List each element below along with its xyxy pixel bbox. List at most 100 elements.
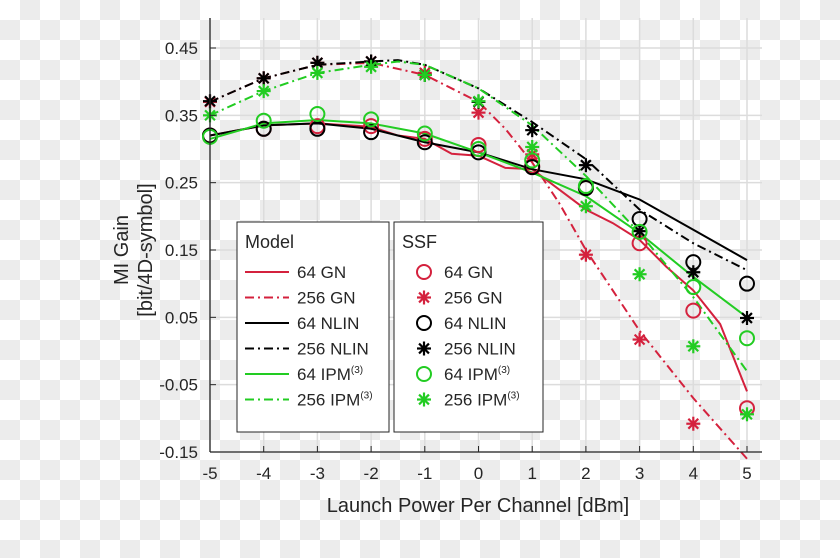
x-tick-label: 1 [527,464,536,483]
legend-label: 64 IPM(3) [444,365,510,384]
x-tick-label: 0 [474,464,483,483]
point-64-ipm [255,112,272,129]
point-64-ipm [631,223,648,240]
legend-label: 256 IPM(3) [297,391,373,410]
point-64-gn [470,136,487,153]
point-64-ipm [470,141,487,157]
legend-label: 64 GN [297,263,346,282]
star-stroke [526,124,538,136]
star-stroke [472,106,485,119]
point-256-gn [578,247,593,262]
star-stroke [311,57,324,69]
star-stroke [741,312,753,324]
point-64-nlin [255,120,272,137]
point-256-nlin [578,158,593,173]
star-stroke [580,248,592,261]
star-stroke [257,85,270,97]
axes: -5 -4 -3 -2 -1 0 1 2 3 4 5 0.45 0.35 0.25 0.15 0.05 -0.0… [159,18,762,483]
point-64-gn [363,118,380,135]
legend-label: 256 IPM(3) [444,391,520,410]
y-tick-label: 0.45 [165,39,198,58]
x-tick-label: 2 [581,464,590,483]
y-axis-label-line1: MI Gain [111,215,133,285]
x-tick-label: -2 [364,464,379,483]
point-64-nlin [739,275,755,292]
y-tick-label: 0.35 [165,106,198,125]
legend-marker-swatch [417,392,431,407]
x-tick-label: -5 [202,464,217,483]
point-256-nlin [686,265,701,280]
legend-marker-swatch [417,290,431,305]
point-256-ipm [578,199,593,214]
legend-marker-swatch [417,341,431,356]
point-256-ipm [364,59,379,74]
legend-box-model [236,221,390,433]
star-stroke [472,95,485,107]
point-64-ipm [363,111,380,128]
legend-marker-swatch [416,366,432,382]
legend-label: 64 IPM(3) [297,365,363,384]
x-tick-label: 5 [742,464,751,483]
point-256-ipm [256,84,271,99]
point-256-gn [686,416,701,431]
star-stroke [419,69,431,81]
line-256-ipm [209,60,748,372]
ssf-markers [202,54,755,431]
x-tick-label: 3 [635,464,644,483]
legend-label: 256 GN [297,289,356,308]
star-stroke [311,67,324,79]
x-tick-label: -1 [417,464,432,483]
star-stroke [257,72,270,85]
legend-label: 64 NLIN [444,314,506,333]
point-64-ipm [416,125,433,142]
legend-title: Model [245,232,294,252]
point-256-ipm [632,267,647,282]
point-256-ipm [525,139,540,154]
y-tick-label: 0.05 [165,308,198,327]
point-64-nlin [524,159,541,176]
point-64-nlin [363,124,380,141]
legend-label: 64 NLIN [297,314,359,333]
y-axis-label-line2: [bit/4D-symbol] [135,183,157,316]
y-tick-label: -0.05 [159,376,198,395]
legend-title: SSF [402,232,437,252]
point-256-nlin [632,224,647,239]
point-64-nlin [416,134,433,151]
legend-marker-swatch [416,264,432,280]
point-256-nlin [525,123,540,138]
legend-label: 256 NLIN [297,340,369,359]
star-stroke [418,393,430,406]
point-256-ipm [471,94,486,109]
point-64-ipm [739,330,755,347]
y-tick-label: 0.25 [165,174,198,193]
legend-label: 256 NLIN [444,340,516,359]
star-stroke [633,333,646,346]
point-256-ipm [740,407,754,422]
star-stroke [526,141,538,153]
x-tick-label: 4 [689,464,698,483]
legend-marker-swatch [416,315,432,331]
point-256-gn [632,332,647,347]
x-tick-label: -3 [310,464,325,483]
star-stroke [741,408,753,421]
point-256-ipm [686,339,701,354]
star-stroke [687,417,700,430]
point-256-ipm [310,65,325,80]
legend-label: 256 GN [444,289,503,308]
star-stroke [687,266,700,278]
point-256-nlin [740,311,754,326]
point-64-ipm [685,279,702,296]
point-64-ipm [577,178,594,195]
x-axis-label: Launch Power Per Channel [dBm] [327,495,629,517]
star-stroke [418,291,430,304]
point-256-ipm [417,67,432,82]
star-stroke [633,225,646,237]
y-tick-label: -0.15 [159,443,198,462]
point-256-nlin [256,71,271,86]
y-tick-label: 0.15 [165,241,198,260]
point-64-ipm [309,105,326,122]
star-stroke [580,159,592,171]
star-stroke [633,268,646,280]
